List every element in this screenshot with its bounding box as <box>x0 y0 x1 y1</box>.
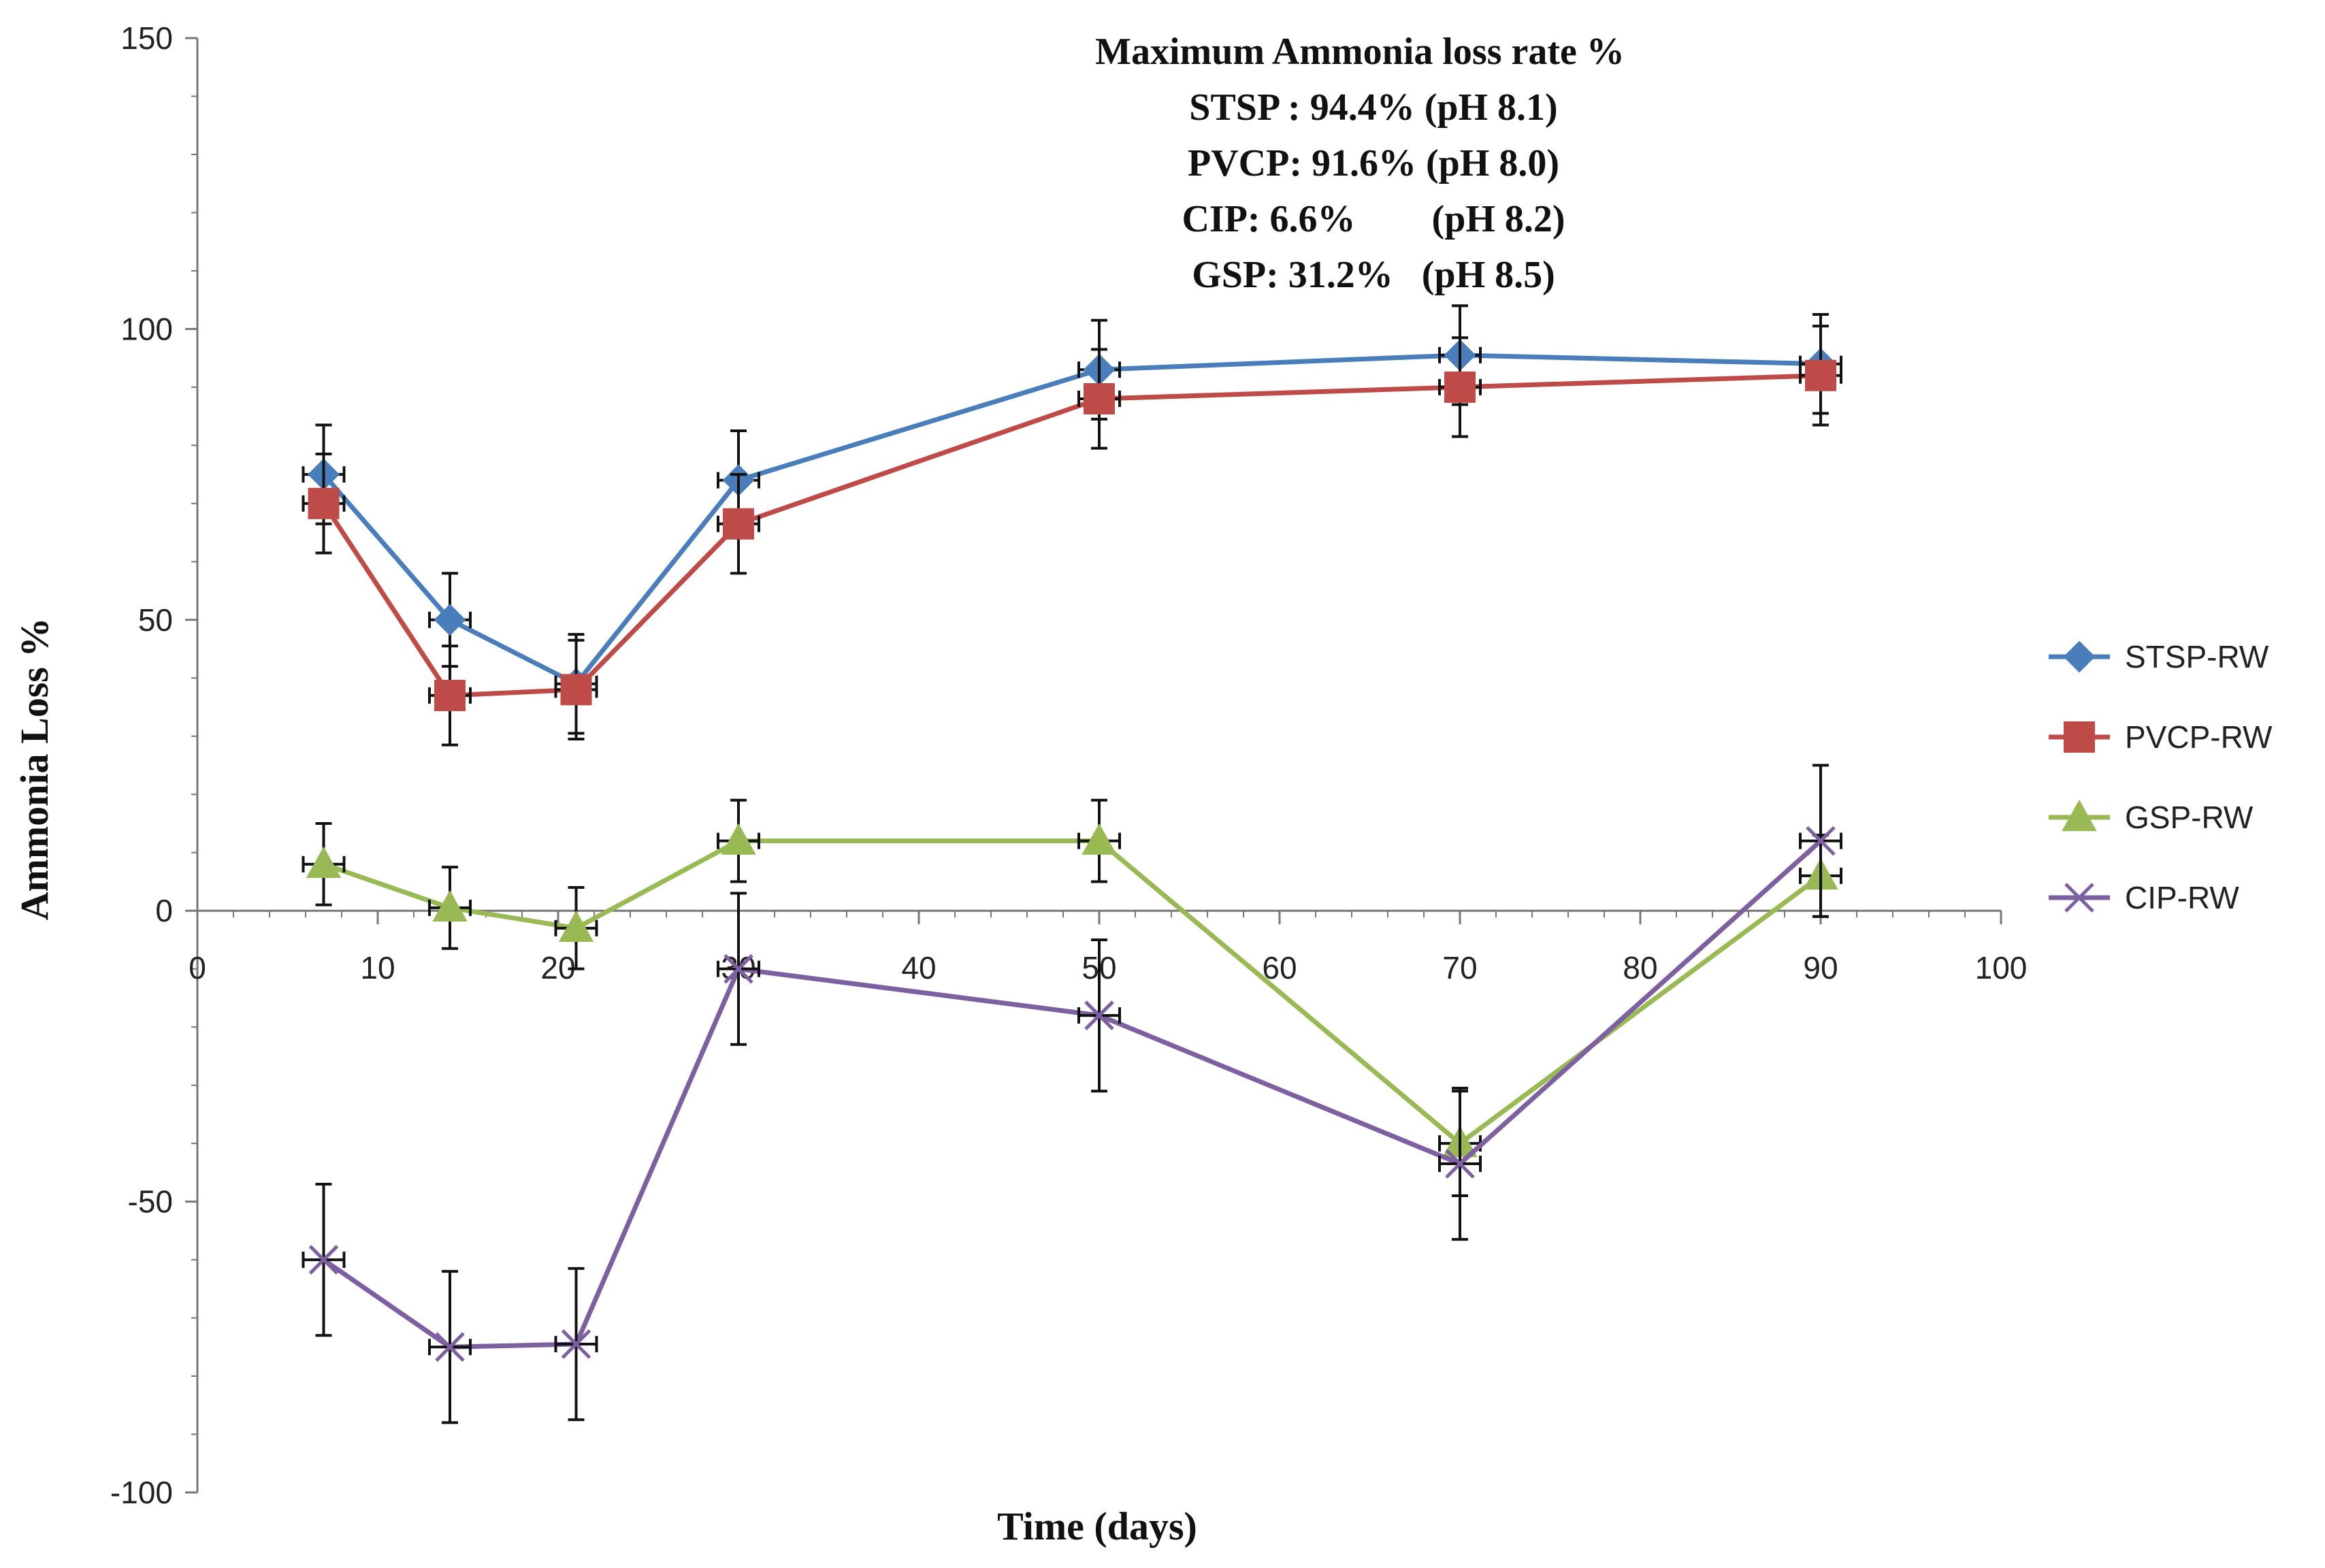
marker-stroke <box>1084 1000 1114 1030</box>
annotation-line-4: GSP: 31.2% (pH 8.5) <box>1192 254 1555 296</box>
y-tick-label: -100 <box>110 1475 173 1510</box>
marker-stroke <box>723 953 753 984</box>
legend-item-pvcp-rw: PVCP-RW <box>2049 719 2273 755</box>
x-tick-label: 70 <box>1442 950 1477 985</box>
legend-item-stsp-rw: STSP-RW <box>2049 639 2269 674</box>
annotation-heading: Maximum Ammonia loss rate % <box>1095 31 1625 73</box>
series-pvcp-rw <box>302 325 1842 747</box>
legend-item-cip-rw: CIP-RW <box>2049 880 2239 915</box>
legend-marker <box>2063 640 2096 673</box>
data-point <box>432 889 468 922</box>
x-tick-label: 0 <box>189 950 206 985</box>
data-point <box>560 674 592 706</box>
legend: STSP-RW PVCP-RW GSP-RW CIP-RW <box>2049 639 2273 915</box>
axes-layer: -100-500501001500102030405060708090100 <box>110 20 2027 1510</box>
data-point <box>1084 382 1115 414</box>
annotation-line-2: PVCP: 91.6% (pH 8.0) <box>1188 142 1559 184</box>
series-layer <box>302 304 1842 1424</box>
data-point <box>306 846 342 879</box>
legend-marker <box>2064 721 2095 753</box>
marker-stroke <box>435 1332 465 1362</box>
annotation-box: Maximum Ammonia loss rate % STSP : 94.4%… <box>1095 31 1625 296</box>
series-line <box>323 838 1823 1146</box>
x-tick-label: 100 <box>1975 950 2028 985</box>
data-point <box>558 910 594 943</box>
data-point <box>723 508 754 540</box>
data-point <box>723 953 753 984</box>
data-point <box>434 679 466 711</box>
data-point <box>1805 359 1836 391</box>
annotation-line-1: STSP : 94.4% (pH 8.1) <box>1189 86 1557 129</box>
data-point <box>1444 371 1476 403</box>
data-point <box>1084 1000 1114 1030</box>
y-tick-label: 150 <box>120 20 173 56</box>
x-axis-title: Time (days) <box>997 1504 1197 1548</box>
y-tick-label: 100 <box>120 311 173 346</box>
series-line <box>321 373 1821 698</box>
y-tick-label: 0 <box>155 893 173 928</box>
legend-label: STSP-RW <box>2125 639 2269 674</box>
annotation-line-3: CIP: 6.6% (pH 8.2) <box>1182 198 1565 240</box>
data-point <box>434 604 466 636</box>
marker-stroke <box>1806 826 1836 856</box>
data-point <box>308 1245 339 1275</box>
legend-marker <box>2064 883 2094 913</box>
series-gsp-rw <box>302 798 1842 1198</box>
y-axis-title: Ammonia Loss % <box>12 618 56 921</box>
series-line <box>322 839 1823 1350</box>
legend-marker <box>2062 799 2097 832</box>
data-point <box>1445 1149 1475 1179</box>
data-point <box>561 1329 591 1359</box>
marker-stroke <box>1445 1149 1475 1179</box>
data-point <box>308 487 340 519</box>
data-point <box>435 1332 465 1362</box>
series-cip-rw <box>302 764 1842 1424</box>
y-axis-title-layer: Ammonia Loss % <box>12 618 56 921</box>
legend-label: PVCP-RW <box>2125 719 2273 755</box>
marker-stroke <box>2064 883 2094 913</box>
x-tick-label: 80 <box>1623 950 1657 985</box>
legend-item-gsp-rw: GSP-RW <box>2049 799 2254 835</box>
marker-stroke <box>561 1329 591 1359</box>
x-tick-label: 40 <box>901 950 936 985</box>
y-tick-label: 50 <box>138 602 173 638</box>
x-tick-label: 90 <box>1803 950 1838 985</box>
legend-label: CIP-RW <box>2125 880 2239 915</box>
series-stsp-rw <box>302 304 1842 735</box>
data-point <box>721 823 756 855</box>
series-line <box>321 353 1821 687</box>
data-point <box>1082 823 1117 855</box>
legend-label: GSP-RW <box>2125 800 2254 835</box>
x-tick-label: 10 <box>360 950 395 985</box>
data-point <box>1806 826 1836 856</box>
y-tick-label: -50 <box>128 1184 173 1220</box>
marker-stroke <box>308 1245 339 1275</box>
